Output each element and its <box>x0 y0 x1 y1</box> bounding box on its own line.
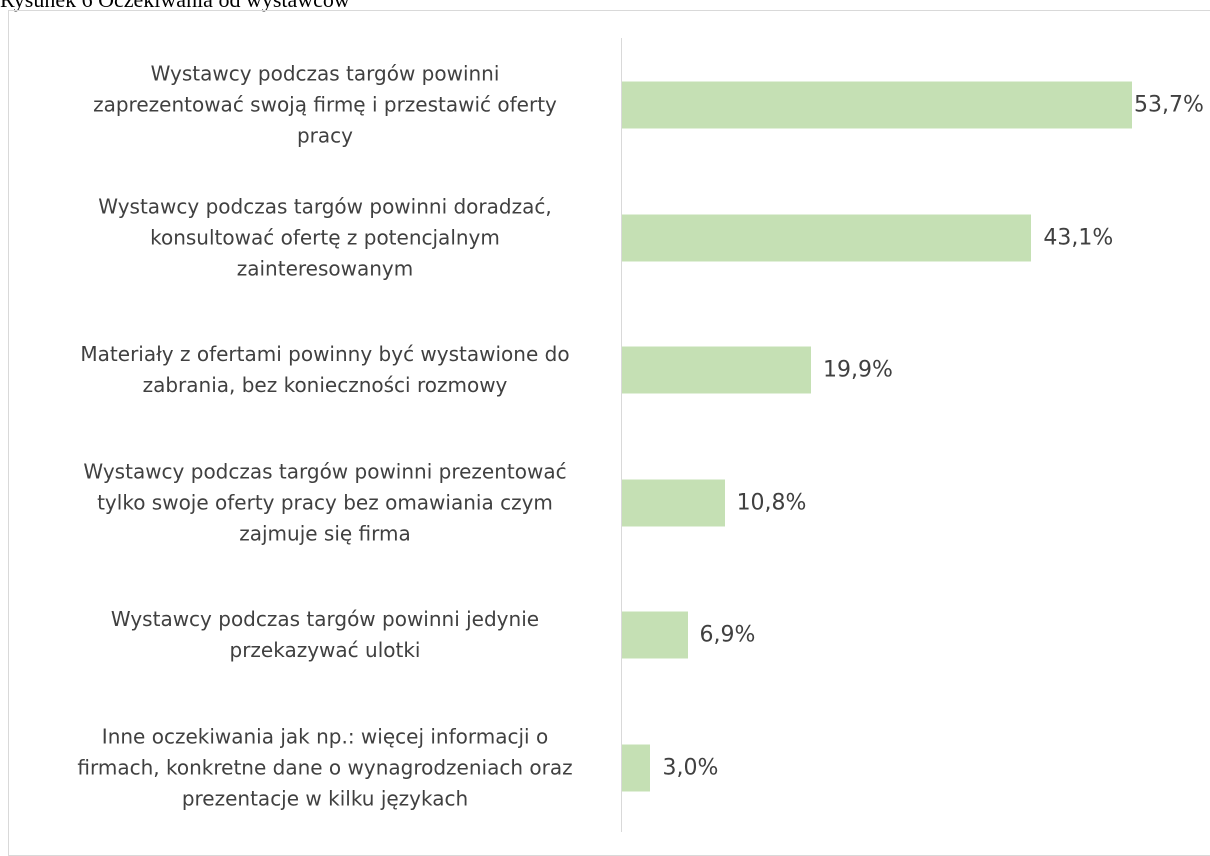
category-label: Inne oczekiwania jak np.: więcej informa… <box>77 724 573 811</box>
bar <box>622 346 811 394</box>
value-label: 3,0% <box>662 755 719 781</box>
category-label: Wystawcy podczas targów powinni doradzać… <box>98 194 552 281</box>
bar <box>622 81 1132 129</box>
value-label: 43,1% <box>1043 225 1114 251</box>
bar <box>622 744 651 792</box>
value-label: 10,8% <box>736 490 807 516</box>
category-label: Wystawcy podczas targów powinni zaprezen… <box>93 61 557 148</box>
category-axis <box>621 38 622 832</box>
value-label: 53,7% <box>1134 92 1204 118</box>
value-label: 19,9% <box>822 357 893 383</box>
bar <box>622 214 1032 262</box>
chart-title: Rysunek 6 Oczekiwania od wystawców <box>0 0 350 13</box>
bar <box>622 611 688 659</box>
bar <box>622 479 725 527</box>
category-label: Wystawcy podczas targów powinni jedynie … <box>110 607 540 663</box>
category-label: Materiały z ofertami powinny być wystawi… <box>80 342 570 398</box>
category-label: Wystawcy podczas targów powinni prezento… <box>83 459 567 546</box>
value-label: 6,9% <box>699 622 756 648</box>
